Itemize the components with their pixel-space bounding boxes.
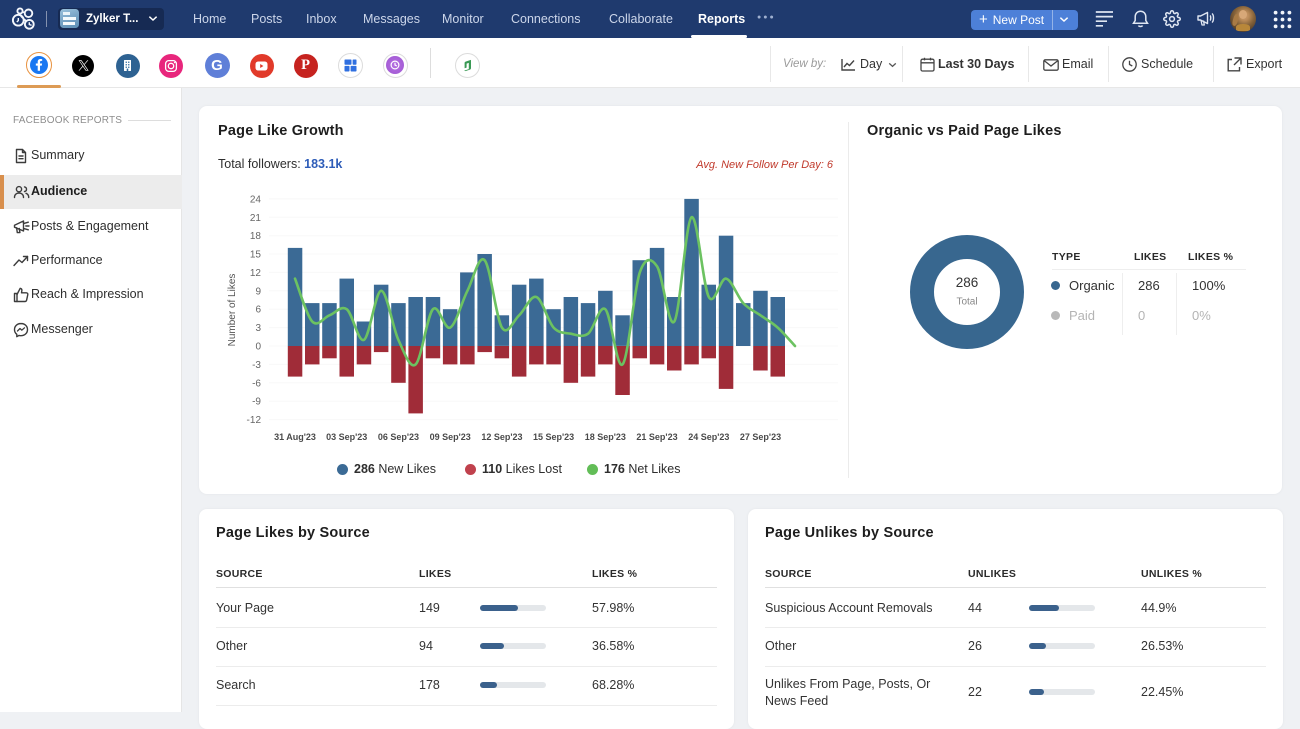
svg-text:6: 6 [255,305,261,316]
svg-text:3: 3 [255,323,261,334]
svg-text:Number of Likes: Number of Likes [227,274,238,347]
svg-text:-9: -9 [252,397,261,408]
svg-text:03 Sep'23: 03 Sep'23 [326,432,367,442]
svg-text:-12: -12 [247,415,262,426]
svg-text:15 Sep'23: 15 Sep'23 [533,432,574,442]
svg-text:-6: -6 [252,378,261,389]
svg-text:18: 18 [250,231,262,242]
svg-text:15: 15 [250,250,262,261]
svg-text:06 Sep'23: 06 Sep'23 [378,432,419,442]
svg-text:09 Sep'23: 09 Sep'23 [430,432,471,442]
svg-text:0: 0 [255,342,261,353]
svg-text:21 Sep'23: 21 Sep'23 [636,432,677,442]
svg-text:286: 286 [955,275,978,290]
svg-text:24: 24 [250,194,262,205]
svg-text:27 Sep'23: 27 Sep'23 [740,432,781,442]
svg-text:31 Aug'23: 31 Aug'23 [274,432,316,442]
svg-text:12: 12 [250,268,262,279]
svg-text:24 Sep'23: 24 Sep'23 [688,432,729,442]
svg-text:18 Sep'23: 18 Sep'23 [585,432,626,442]
svg-text:9: 9 [255,286,261,297]
svg-text:12 Sep'23: 12 Sep'23 [481,432,522,442]
svg-text:Total: Total [956,297,977,308]
svg-text:21: 21 [250,213,262,224]
svg-text:-3: -3 [252,360,261,371]
